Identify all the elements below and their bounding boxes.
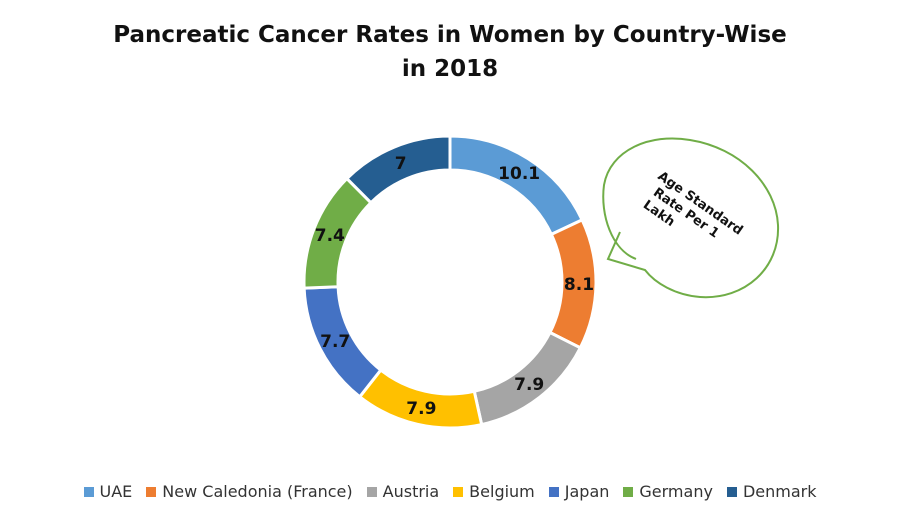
data-label: 7.7	[320, 332, 350, 352]
data-label: 7.9	[406, 399, 436, 419]
legend-swatch-icon	[623, 486, 634, 497]
legend-label: Japan	[564, 482, 610, 501]
legend-item[interactable]: Germany	[623, 482, 713, 501]
data-label: 8.1	[564, 275, 594, 295]
legend-swatch-icon	[453, 486, 464, 497]
legend-label: Germany	[639, 482, 713, 501]
data-label: 7.9	[514, 375, 544, 395]
slice-uae[interactable]	[448, 134, 585, 237]
legend-swatch-icon	[726, 486, 737, 497]
legend-swatch-icon	[83, 486, 94, 497]
legend-swatch-icon	[366, 486, 377, 497]
legend-item[interactable]: Denmark	[726, 482, 817, 501]
data-label: 7.4	[315, 226, 345, 246]
legend-item[interactable]: UAE	[83, 482, 133, 501]
data-label: 10.1	[498, 164, 540, 184]
legend-item[interactable]: New Caledonia (France)	[146, 482, 353, 501]
legend-item[interactable]: Austria	[366, 482, 440, 501]
donut-labels: 10.1 8.1 7.9 7.9 7.7 7.4 7	[315, 154, 594, 419]
annotation-callout: Age StandardRate Per 1Lakh	[602, 137, 780, 299]
legend-swatch-icon	[548, 486, 559, 497]
data-label: 7	[395, 154, 407, 174]
legend-item[interactable]: Japan	[548, 482, 610, 501]
slice-denmark[interactable]	[344, 134, 452, 205]
legend-label: Denmark	[742, 482, 817, 501]
legend-label: Belgium	[469, 482, 535, 501]
callout-bubble	[602, 137, 780, 299]
donut-slices	[302, 134, 598, 430]
legend: UAE New Caledonia (France) Austria Belgium J…	[0, 482, 900, 501]
legend-label: Austria	[382, 482, 440, 501]
legend-label: New Caledonia (France)	[162, 482, 353, 501]
legend-label: UAE	[99, 482, 133, 501]
legend-swatch-icon	[146, 486, 157, 497]
chart-title: Pancreatic Cancer Rates in Women by Coun…	[113, 22, 787, 82]
legend-item[interactable]: Belgium	[453, 482, 535, 501]
